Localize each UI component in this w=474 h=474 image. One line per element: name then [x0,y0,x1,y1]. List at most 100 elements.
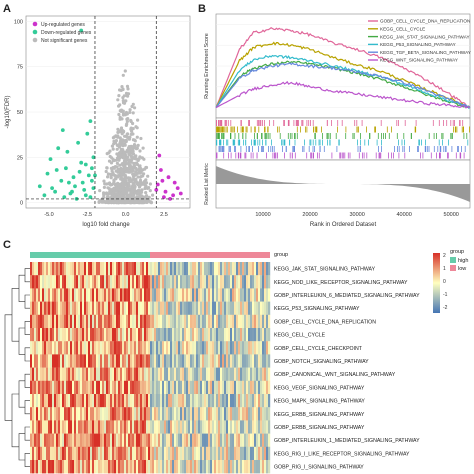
volcano-point-not-significant [116,127,120,131]
heatmap-cell [106,433,109,447]
heatmap-cell [206,433,209,447]
heatmap-cell [264,262,267,276]
heatmap-cell [146,262,149,276]
heatmap-cell [248,460,251,474]
gsea-hit-tick [451,146,453,152]
heatmap-cell [242,407,245,421]
heatmap-cell [64,420,67,434]
gsea-hit-tick [246,126,248,133]
heatmap-cell [204,367,207,381]
heatmap-cell [214,275,217,289]
volcano-point-not-significant [124,99,128,103]
gsea-hit-tick [221,120,223,126]
heatmap-cell [160,301,163,315]
heatmap-cell [200,446,203,461]
heatmap-cell [206,301,209,315]
heatmap-cell [176,262,179,276]
gsea-hit-tick [459,120,461,126]
heatmap-cell [84,301,87,315]
heatmap-cell [42,301,45,315]
heatmap-cell [200,328,203,342]
heatmap-cell [152,314,155,329]
heatmap-cell [80,460,83,474]
heatmap-cell [132,275,135,289]
heatmap-cell [222,380,225,395]
volcano-point-not-significant [144,191,148,195]
volcano-point-not-significant [118,115,122,119]
heatmap-cell [178,301,181,315]
heatmap-cell [266,288,269,302]
heatmap-cell [132,288,135,302]
heatmap-cell [106,328,109,342]
heatmap-cell [60,341,63,355]
heatmap-cell [116,354,119,368]
heatmap-cell [116,433,119,447]
heatmap-cell [70,367,73,381]
heatmap-cell [202,380,205,395]
heatmap-cell [192,354,195,368]
heatmap-cell [42,394,45,408]
heatmap-cell [176,288,179,302]
heatmap-cell [260,288,263,302]
heatmap-cell [188,367,191,381]
heatmap-cell [196,460,199,474]
heatmap-cell [238,288,241,302]
heatmap-cell [186,420,189,434]
heatmap-cell [42,262,45,276]
heatmap-cell [112,341,115,355]
heatmap-cell [252,328,255,342]
volcano-point-not-significant [119,88,123,92]
heatmap-cell [112,314,115,329]
gsea-hit-tick [411,133,412,139]
heatmap-cell [164,288,167,302]
heatmap-cell [86,367,89,381]
heatmap-cell [188,301,191,315]
heatmap-cell [260,341,263,355]
gsea-hit-tick [391,126,392,133]
gsea-hit-tick [425,139,426,146]
heatmap-cell [160,446,163,461]
heatmap-cell [266,262,269,276]
heatmap-cell [134,380,137,395]
heatmap-cell [90,367,93,381]
volcano-point-down [53,189,57,194]
heatmap-cell [244,380,247,395]
gsea-hit-tick [248,146,250,152]
heatmap-cell [116,407,119,421]
heatmap-cell [254,275,257,289]
heatmap-cell [176,380,179,395]
gsea-hit-tick [456,126,458,133]
heatmap-cell [254,446,257,461]
heatmap-cell [246,367,249,381]
heatmap-cell [126,407,129,421]
volcano-point-down [59,178,64,183]
heatmap-cell [182,288,185,302]
heatmap-cell [130,314,133,329]
heatmap-cell [60,446,63,461]
heatmap-cell [212,262,215,276]
heatmap-cell [72,407,75,421]
heatmap-cell [154,407,157,421]
heatmap-cell [204,275,207,289]
heatmap-cell [146,433,149,447]
heatmap-cell [38,394,41,408]
gsea-hit-tick [225,120,226,126]
heatmap-cell [170,420,173,434]
heatmap-cell [238,407,241,421]
gsea-hit-tick [254,126,256,133]
heatmap-cell [226,341,229,355]
heatmap-cell [126,460,129,474]
gsea-hit-tick [428,133,430,139]
gsea-hit-tick [404,120,406,126]
heatmap-cell [232,460,235,474]
heatmap-cell [58,420,61,434]
heatmap-cell [102,341,105,355]
heatmap-cell [120,367,123,381]
heatmap-cell [240,314,243,329]
heatmap-cell [236,288,239,302]
gsea-hit-tick [295,120,297,126]
heatmap-cell [210,367,213,381]
heatmap-cell [62,301,65,315]
volcano-point-not-significant [131,111,135,115]
gsea-hit-tick [452,133,453,139]
